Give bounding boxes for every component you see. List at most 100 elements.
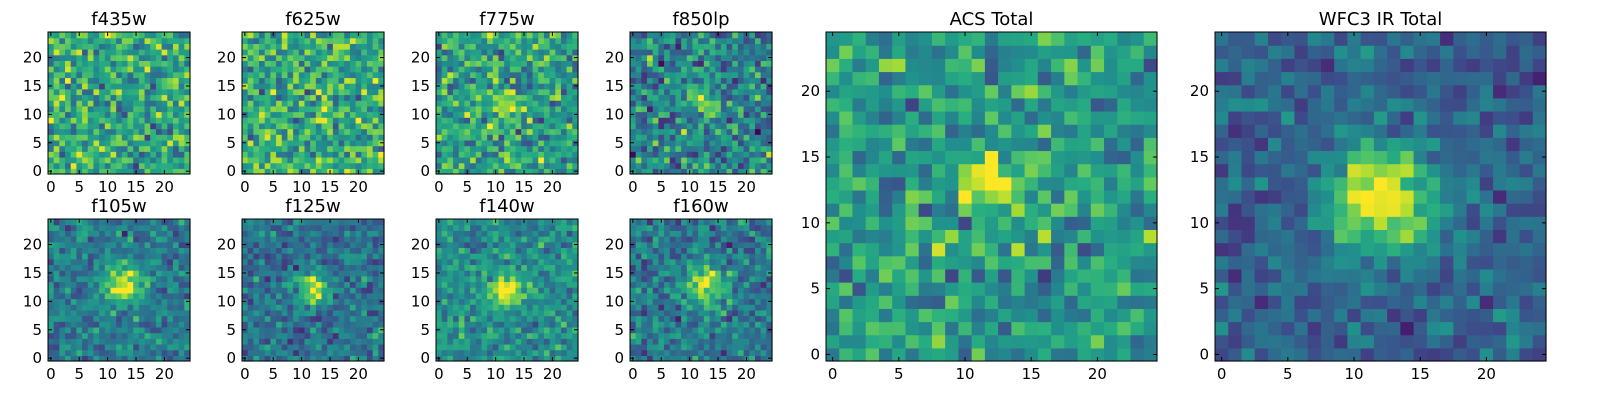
heatmap-cell — [281, 139, 289, 147]
heatmap-cell — [509, 321, 517, 328]
heatmap-cell — [441, 151, 448, 158]
heatmap-cell — [121, 105, 129, 113]
heatmap-cell — [447, 37, 454, 44]
heatmap-cell — [669, 168, 677, 175]
heatmap-cell — [641, 156, 648, 164]
heatmap-cell — [372, 88, 379, 96]
heatmap-cell — [498, 355, 505, 362]
heatmap-cell — [515, 94, 522, 101]
heatmap-cell — [332, 134, 340, 141]
heatmap-cell — [349, 32, 357, 39]
heatmap-cell — [737, 88, 745, 96]
heatmap-cell — [184, 230, 191, 237]
heatmap-cell — [526, 343, 534, 351]
heatmap-cell — [253, 66, 260, 73]
heatmap-cell — [99, 111, 106, 118]
heatmap-cell — [715, 315, 722, 322]
heatmap-cell — [270, 100, 277, 107]
heatmap-cell — [732, 338, 739, 345]
heatmap-cells — [48, 32, 191, 175]
heatmap-cell — [675, 326, 682, 334]
heatmap-cell — [515, 66, 522, 73]
heatmap-cell — [509, 37, 517, 44]
heatmap-cell — [447, 338, 454, 345]
heatmap-cell — [498, 77, 505, 84]
heatmap-cell — [652, 156, 659, 164]
heatmap-cell — [698, 122, 705, 130]
y-tick-label: 5 — [420, 321, 430, 339]
heatmap-cell — [321, 275, 328, 283]
heatmap-cell — [184, 117, 191, 124]
heatmap-cell — [116, 309, 123, 317]
y-tick-label: 10 — [217, 105, 236, 123]
heatmap-cell — [82, 270, 89, 277]
heatmap-cell — [555, 298, 562, 305]
heatmap-cell — [543, 309, 551, 317]
heatmap-cell — [441, 168, 448, 175]
heatmap-cell — [635, 298, 642, 305]
heatmap-cell — [93, 134, 100, 141]
heatmap-cell — [332, 247, 340, 254]
heatmap-cell — [675, 287, 682, 294]
heatmap-cell — [178, 71, 185, 79]
heatmap-cell — [720, 292, 728, 300]
heatmap-cell — [470, 37, 477, 44]
heatmap-cell — [538, 219, 545, 226]
heatmap-cell — [65, 88, 72, 96]
heatmap-cell — [264, 32, 271, 39]
heatmap-cell — [521, 326, 528, 334]
heatmap-cell — [76, 241, 83, 248]
heatmap-cell — [572, 343, 579, 351]
heatmap-cell — [287, 94, 294, 101]
heatmap-cell — [560, 349, 568, 356]
heatmap-cell — [48, 292, 55, 300]
heatmap-cell — [161, 332, 168, 339]
heatmap-cell — [538, 100, 545, 107]
heatmap-cell — [441, 338, 448, 345]
heatmap-cell — [760, 54, 767, 61]
heatmap-cell — [287, 338, 294, 345]
heatmap-cell — [178, 77, 185, 84]
heatmap-cell — [652, 111, 659, 118]
heatmap-cell — [720, 128, 728, 135]
heatmap-cell — [378, 224, 385, 231]
heatmap-cell — [470, 66, 477, 73]
heatmap-cell — [669, 71, 677, 79]
heatmap-cell — [110, 54, 117, 61]
heatmap-cell — [572, 66, 579, 73]
heatmap-cell — [59, 315, 66, 322]
heatmap-cell — [70, 37, 77, 44]
heatmap-cell — [121, 292, 129, 300]
heatmap-cell — [133, 49, 140, 56]
heatmap-cell — [555, 326, 562, 334]
heatmap-cell — [475, 37, 483, 44]
heatmap-cell — [675, 292, 682, 300]
heatmap-cell — [247, 168, 254, 175]
heatmap-cell — [720, 151, 728, 158]
heatmap-cell — [242, 49, 249, 56]
heatmap-cell — [133, 156, 140, 164]
heatmap-cell — [155, 43, 163, 50]
heatmap-cell — [133, 162, 140, 169]
heatmap-cell — [652, 168, 659, 175]
heatmap-cell — [555, 304, 562, 311]
heatmap-cell — [48, 162, 55, 169]
heatmap-cell — [749, 94, 756, 101]
heatmap-cell — [549, 100, 556, 107]
heatmap-cell — [121, 77, 129, 84]
heatmap-cell — [93, 355, 100, 362]
heatmap-cell — [555, 321, 562, 328]
heatmap-cell — [276, 122, 283, 130]
heatmap-cell — [543, 287, 551, 294]
heatmap-cell — [121, 241, 129, 248]
heatmap-cell — [555, 94, 562, 101]
heatmap-cell — [264, 139, 271, 147]
heatmap-cell — [378, 43, 385, 50]
heatmap-cell — [652, 298, 659, 305]
heatmap-cell — [652, 332, 659, 339]
heatmap-cell — [532, 355, 539, 362]
heatmap-cell — [647, 321, 654, 328]
heatmap-cell — [93, 66, 100, 73]
heatmap-cell — [87, 156, 95, 164]
heatmap-cell — [150, 292, 157, 300]
